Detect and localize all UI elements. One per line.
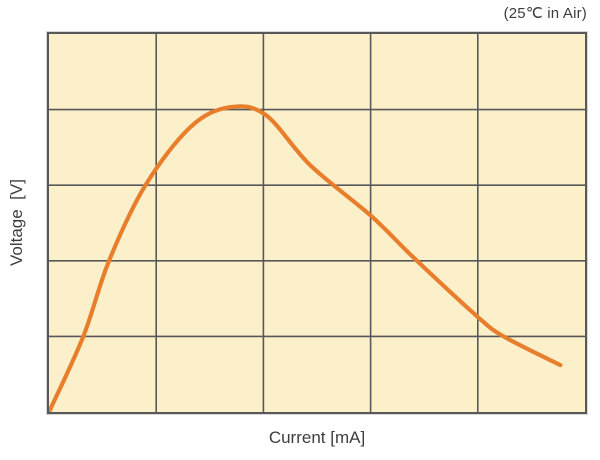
plot-area [46, 31, 588, 415]
data-curve [49, 104, 563, 412]
y-axis-label: Voltage [V] [7, 179, 26, 267]
x-axis-label: Current [mA] [268, 428, 366, 447]
condition-annotation: (25℃ in Air) [503, 5, 587, 22]
plot-svg [49, 34, 585, 412]
